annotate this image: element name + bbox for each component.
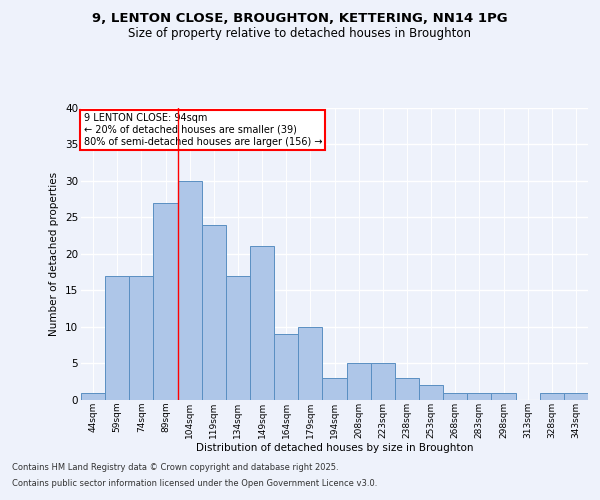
Text: Size of property relative to detached houses in Broughton: Size of property relative to detached ho… xyxy=(128,28,472,40)
Text: Contains HM Land Registry data © Crown copyright and database right 2025.: Contains HM Land Registry data © Crown c… xyxy=(12,464,338,472)
Bar xyxy=(274,334,298,400)
Bar xyxy=(540,392,564,400)
Bar xyxy=(443,392,467,400)
Bar xyxy=(178,180,202,400)
Text: Contains public sector information licensed under the Open Government Licence v3: Contains public sector information licen… xyxy=(12,478,377,488)
Bar xyxy=(250,246,274,400)
Bar xyxy=(395,378,419,400)
Bar xyxy=(491,392,515,400)
Bar xyxy=(154,202,178,400)
Bar xyxy=(105,276,129,400)
Y-axis label: Number of detached properties: Number of detached properties xyxy=(49,172,59,336)
Bar xyxy=(81,392,105,400)
X-axis label: Distribution of detached houses by size in Broughton: Distribution of detached houses by size … xyxy=(196,444,473,454)
Bar xyxy=(347,364,371,400)
Bar xyxy=(564,392,588,400)
Bar xyxy=(322,378,347,400)
Bar xyxy=(129,276,154,400)
Bar xyxy=(202,224,226,400)
Bar xyxy=(226,276,250,400)
Bar xyxy=(298,327,322,400)
Bar xyxy=(419,386,443,400)
Bar xyxy=(467,392,491,400)
Text: 9, LENTON CLOSE, BROUGHTON, KETTERING, NN14 1PG: 9, LENTON CLOSE, BROUGHTON, KETTERING, N… xyxy=(92,12,508,26)
Bar xyxy=(371,364,395,400)
Text: 9 LENTON CLOSE: 94sqm
← 20% of detached houses are smaller (39)
80% of semi-deta: 9 LENTON CLOSE: 94sqm ← 20% of detached … xyxy=(83,114,322,146)
